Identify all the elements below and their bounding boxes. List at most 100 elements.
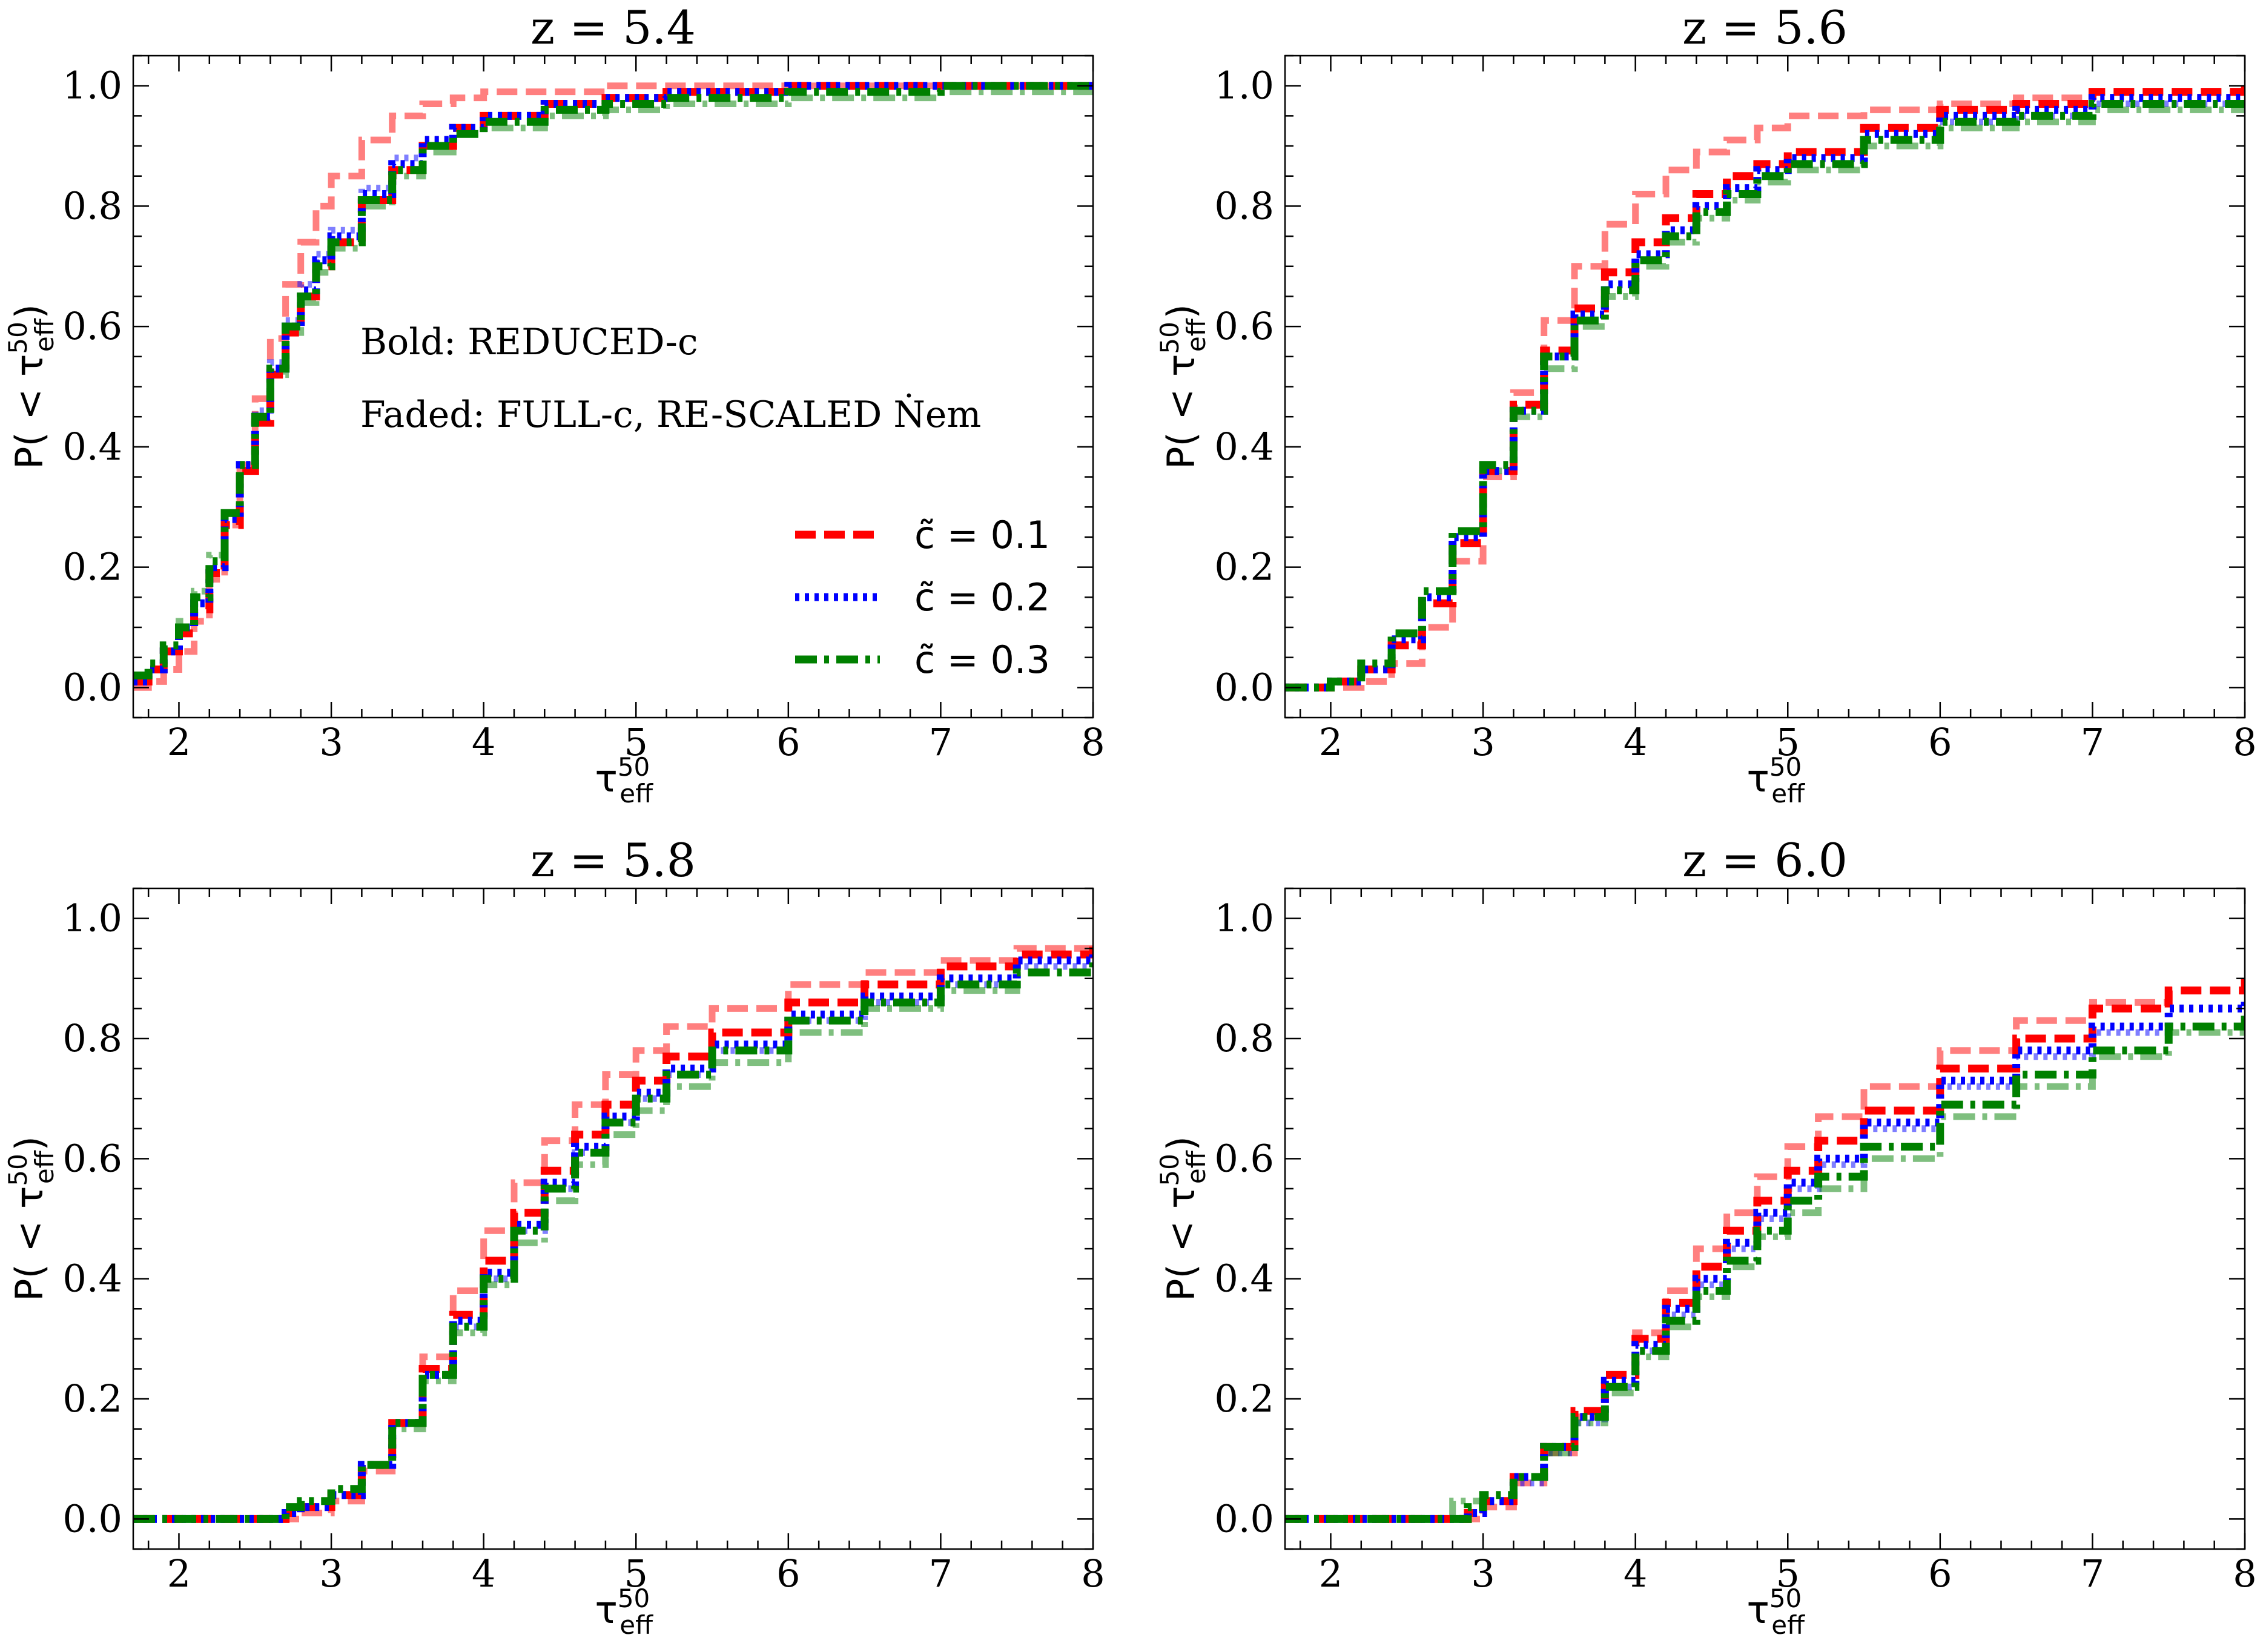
panel-title: z = 5.6 xyxy=(1682,1,1848,55)
x-tick-label: 6 xyxy=(1928,1551,1952,1596)
y-axis-label: P( < τ50eff) xyxy=(3,304,59,469)
x-tick-label: 4 xyxy=(472,720,495,764)
ticks xyxy=(1285,55,2246,719)
y-tick-label: 1.0 xyxy=(62,64,122,108)
panel-title: z = 5.4 xyxy=(530,1,696,55)
x-tick-label: 5 xyxy=(624,1551,648,1596)
x-axis-label: τ50 eff xyxy=(595,1584,654,1640)
chart-panel-4: 2 3 4 5 6 7 8 0.0 0.2 0.4 0.6 0.8 1.0 z = 6.0 τ50 eff P(… xyxy=(1155,833,2257,1640)
y-tick-label: 0.6 xyxy=(1214,304,1274,348)
series-line-faded xyxy=(1285,1014,2245,1522)
y-tick-label: 0.8 xyxy=(1214,183,1274,228)
x-tick-label: 3 xyxy=(1471,720,1495,764)
series-line-faded xyxy=(1285,996,2245,1522)
x-tick-label: 4 xyxy=(472,1551,495,1596)
y-tick-label: 0.2 xyxy=(62,1376,122,1421)
ticks xyxy=(133,55,1094,719)
legend-label: c̃ = 0.1 xyxy=(914,513,1050,557)
legend: c̃ = 0.1 c̃ = 0.2 c̃ = 0.3 xyxy=(795,513,1050,682)
y-tick-label: 0.2 xyxy=(1214,1376,1274,1421)
y-tick-label: 0.4 xyxy=(62,1257,122,1301)
series-line-bold xyxy=(133,942,1093,1523)
x-tick-label: 3 xyxy=(1471,1551,1495,1596)
series-group xyxy=(1285,85,2245,692)
axes-frame xyxy=(1284,55,2246,719)
axes-frame xyxy=(1284,887,2246,1550)
ticks xyxy=(133,887,1094,1550)
series-line-bold xyxy=(1285,97,2245,692)
y-tick-label: 1.0 xyxy=(1214,896,1274,940)
y-tick-label: 0.8 xyxy=(62,183,122,228)
y-tick-label: 0.4 xyxy=(1214,1257,1274,1301)
x-tick-label: 5 xyxy=(1776,1551,1800,1596)
y-tick-label: 0.2 xyxy=(62,545,122,589)
series-line-faded xyxy=(133,954,1093,1522)
x-tick-label: 6 xyxy=(776,720,800,764)
y-axis-label: P( < τ50eff) xyxy=(1155,304,1211,469)
annotation-bold: Bold: REDUCED-c xyxy=(360,321,698,363)
x-tick-label: 5 xyxy=(1776,720,1800,764)
x-tick-label: 3 xyxy=(319,720,343,764)
x-axis-label: τ50 eff xyxy=(1747,752,1806,808)
legend-label: c̃ = 0.3 xyxy=(914,638,1050,682)
x-tick-label: 2 xyxy=(1319,1551,1343,1596)
x-tick-label: 7 xyxy=(2081,720,2104,764)
legend-label: c̃ = 0.2 xyxy=(914,575,1050,620)
y-tick-label: 0.4 xyxy=(62,425,122,469)
chart-panel-2: 2 3 4 5 6 7 8 0.0 0.2 0.4 0.6 0.8 1.0 z = 5.6 τ50 eff P(… xyxy=(1155,1,2257,808)
chart-panel-3: 2 3 4 5 6 7 8 0.0 0.2 0.4 0.6 0.8 1.0 z = 5.8 τ50 eff P(… xyxy=(3,833,1105,1640)
series-line-bold xyxy=(133,82,1093,679)
y-axis-label: P( < τ50eff) xyxy=(3,1136,59,1301)
series-group xyxy=(1285,978,2245,1523)
y-tick-label: 0.6 xyxy=(62,1136,122,1180)
series-line-bold xyxy=(1285,996,2245,1523)
annotation-faded: Faded: FULL-c, RE-SCALED Ṅem xyxy=(360,394,981,436)
series-line-bold xyxy=(133,954,1093,1523)
x-tick-label: 4 xyxy=(1624,720,1647,764)
y-tick-label: 0.0 xyxy=(1214,665,1274,709)
y-tick-label: 1.0 xyxy=(1214,64,1274,108)
series-group xyxy=(133,82,1093,691)
y-tick-label: 0.0 xyxy=(1214,1496,1274,1541)
x-tick-label: 5 xyxy=(624,720,648,764)
y-tick-label: 0.8 xyxy=(62,1016,122,1060)
series-line-bold xyxy=(133,960,1093,1523)
y-tick-label: 0.6 xyxy=(62,304,122,348)
x-tick-label: 8 xyxy=(1081,1551,1105,1596)
x-tick-label: 2 xyxy=(167,1551,191,1596)
x-tick-label: 7 xyxy=(929,720,953,764)
x-tick-label: 6 xyxy=(1928,720,1952,764)
x-tick-label: 7 xyxy=(2081,1551,2104,1596)
y-tick-label: 0.6 xyxy=(1214,1136,1274,1180)
y-axis-label: P( < τ50eff) xyxy=(1155,1136,1211,1301)
panel-title: z = 5.8 xyxy=(530,833,696,887)
series-line-faded xyxy=(133,942,1093,1522)
x-tick-label: 3 xyxy=(319,1551,343,1596)
x-axis-label: τ50 eff xyxy=(1747,1584,1806,1640)
series-line-faded xyxy=(133,82,1093,691)
series-line-bold xyxy=(1285,1014,2245,1523)
x-tick-label: 7 xyxy=(929,1551,953,1596)
chart-panel-1: 2 3 4 5 6 7 8 0.0 0.2 0.4 0.6 0.8 1.0 z = 5.4 τ50 eff P(… xyxy=(3,1,1105,808)
y-tick-label: 0.4 xyxy=(1214,425,1274,469)
x-tick-label: 8 xyxy=(1081,720,1105,764)
x-tick-label: 8 xyxy=(2233,1551,2256,1596)
series-line-faded xyxy=(1285,88,2245,691)
x-tick-label: 2 xyxy=(167,720,191,764)
x-axis-label: τ50 eff xyxy=(595,752,654,808)
x-tick-label: 6 xyxy=(776,1551,800,1596)
series-group xyxy=(133,942,1093,1523)
y-tick-label: 1.0 xyxy=(62,896,122,940)
y-tick-label: 0.0 xyxy=(62,665,122,709)
x-tick-label: 2 xyxy=(1319,720,1343,764)
series-line-faded xyxy=(133,960,1093,1522)
y-tick-label: 0.0 xyxy=(62,1496,122,1541)
panel-title: z = 6.0 xyxy=(1682,833,1848,887)
y-tick-label: 0.2 xyxy=(1214,545,1274,589)
series-line-bold xyxy=(133,82,1093,686)
y-tick-label: 0.8 xyxy=(1214,1016,1274,1060)
x-tick-label: 4 xyxy=(1624,1551,1647,1596)
x-tick-label: 8 xyxy=(2233,720,2256,764)
series-line-bold xyxy=(1285,978,2245,1523)
